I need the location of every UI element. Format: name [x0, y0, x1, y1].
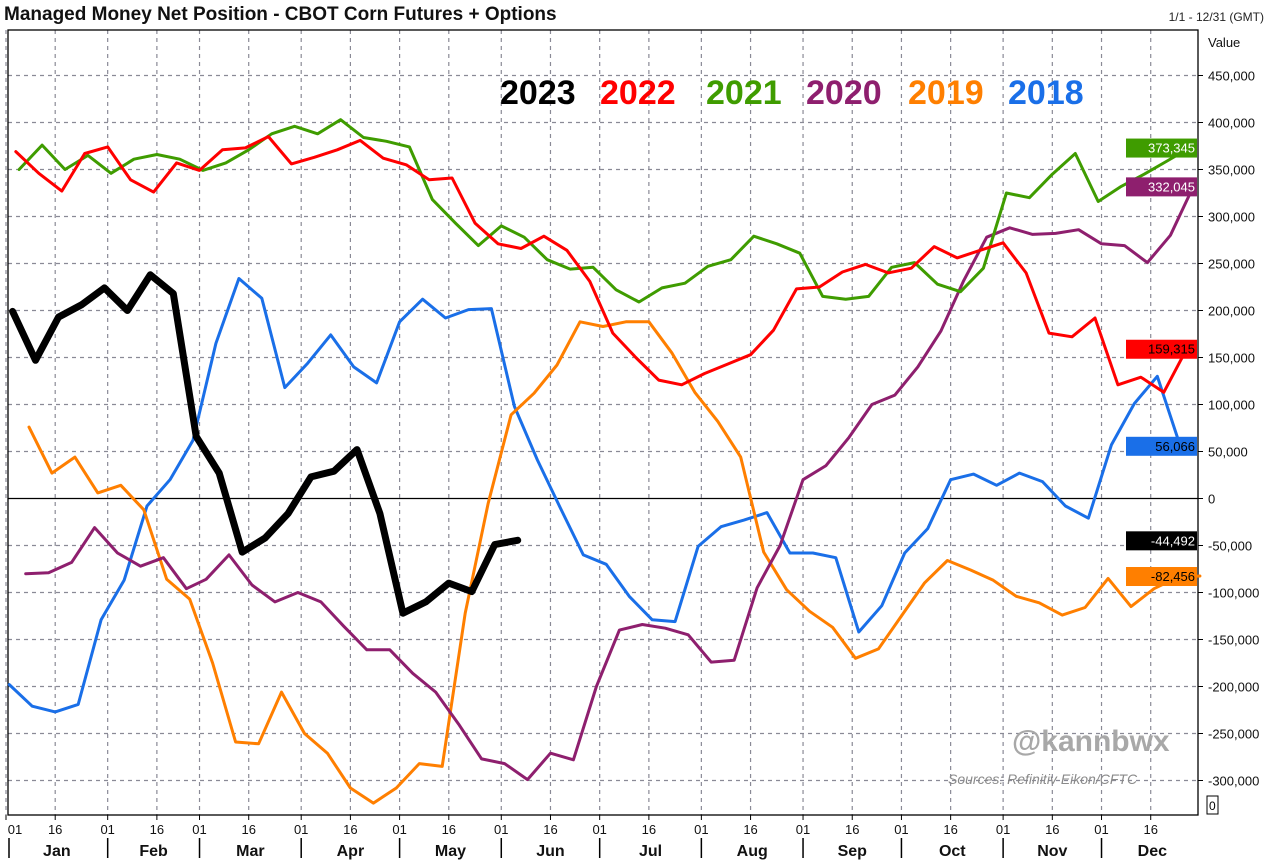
- legend-entry-2023: 2023: [500, 74, 576, 112]
- x-tick-label: 01: [996, 822, 1010, 837]
- x-tick-label: 01: [294, 822, 308, 837]
- x-tick-label: 01: [192, 822, 206, 837]
- series-line-2018: [7, 277, 1182, 714]
- month-label: Dec: [1138, 843, 1167, 860]
- chart-title: Managed Money Net Position - CBOT Corn F…: [4, 4, 557, 25]
- legend-entry-2020: 2020: [806, 74, 882, 112]
- x-tick-label: 16: [343, 822, 357, 837]
- last-value-badge: [1126, 138, 1197, 158]
- x-tick-label: 16: [743, 822, 757, 837]
- y-tick-label: 150,000: [1208, 351, 1255, 366]
- legend-entry-2018: 2018: [1008, 74, 1084, 112]
- y-tick-label: 100,000: [1208, 398, 1255, 413]
- last-value-badge: [1126, 567, 1197, 587]
- y-axis-label: Value: [1208, 35, 1240, 50]
- legend-entry-2022: 2022: [600, 74, 676, 112]
- y-tick-label: -300,000: [1208, 774, 1259, 789]
- month-label: Mar: [236, 843, 264, 860]
- x-tick-label: 01: [494, 822, 508, 837]
- corner-box: [1206, 795, 1219, 815]
- month-label: Apr: [337, 843, 365, 860]
- x-tick-label: 01: [592, 822, 606, 837]
- x-tick-label: 16: [1045, 822, 1059, 837]
- x-tick-label: 16: [442, 822, 456, 837]
- y-tick-label: -200,000: [1208, 680, 1259, 695]
- series-line-2020: [24, 184, 1195, 782]
- month-label: Aug: [737, 843, 768, 860]
- series-line-2022: [14, 135, 1189, 394]
- x-tick-label: 16: [642, 822, 656, 837]
- legend-entry-2019: 2019: [908, 74, 984, 112]
- last-value-badge: [1126, 177, 1197, 197]
- last-value-label: -44,492: [1151, 533, 1195, 548]
- corner-box-label: 0: [1209, 799, 1216, 813]
- y-tick-label: 50,000: [1208, 445, 1248, 460]
- last-value-label: 332,045: [1148, 179, 1195, 194]
- y-tick-label: 450,000: [1208, 69, 1255, 84]
- last-value-badge: [1126, 531, 1197, 551]
- x-tick-label: 16: [543, 822, 557, 837]
- date-range: 1/1 - 12/31 (GMT): [1168, 10, 1264, 24]
- series-line-2023: [9, 271, 522, 617]
- y-tick-label: 0: [1208, 492, 1215, 507]
- watermark: @kannbwx: [1012, 725, 1170, 758]
- y-tick-label: 200,000: [1208, 304, 1255, 319]
- series-line-2021: [17, 118, 1192, 304]
- series-line-2019: [27, 320, 1202, 805]
- month-label: Jun: [536, 843, 564, 860]
- x-tick-label: 16: [241, 822, 255, 837]
- y-tick-label: 400,000: [1208, 116, 1255, 131]
- y-tick-label: 300,000: [1208, 210, 1255, 225]
- y-tick-label: 350,000: [1208, 163, 1255, 178]
- x-tick-label: 01: [100, 822, 114, 837]
- month-label: Jan: [43, 843, 71, 860]
- x-tick-label: 01: [694, 822, 708, 837]
- x-tick-label: 01: [392, 822, 406, 837]
- x-tick-label: 16: [845, 822, 859, 837]
- y-tick-label: -250,000: [1208, 727, 1259, 742]
- y-tick-label: -50,000: [1208, 539, 1252, 554]
- y-tick-label: -150,000: [1208, 633, 1259, 648]
- x-tick-label: 01: [8, 822, 22, 837]
- last-value-badge: [1126, 339, 1197, 359]
- x-tick-label: 01: [1094, 822, 1108, 837]
- x-tick-label: 16: [150, 822, 164, 837]
- last-value-label: 56,066: [1155, 439, 1195, 454]
- last-value-label: 159,315: [1148, 342, 1195, 357]
- month-label: Oct: [939, 843, 966, 860]
- legend-entry-2021: 2021: [706, 74, 782, 112]
- plot-frame: [7, 29, 1199, 816]
- x-tick-label: 16: [943, 822, 957, 837]
- x-tick-label: 01: [894, 822, 908, 837]
- source-note: Sources: Refinitiv Eikon/CFTC: [948, 771, 1138, 787]
- month-label: Jul: [639, 843, 662, 860]
- month-label: May: [435, 843, 466, 860]
- month-label: Sep: [838, 843, 868, 860]
- last-value-badge: [1126, 436, 1197, 456]
- last-value-label: -82,456: [1151, 569, 1195, 584]
- x-tick-label: 01: [796, 822, 810, 837]
- x-tick-label: 16: [48, 822, 62, 837]
- y-tick-label: 250,000: [1208, 257, 1255, 272]
- month-label: Feb: [139, 843, 168, 860]
- x-tick-label: 16: [1143, 822, 1157, 837]
- month-label: Nov: [1037, 843, 1067, 860]
- last-value-label: 373,345: [1148, 141, 1195, 156]
- y-tick-label: -100,000: [1208, 586, 1259, 601]
